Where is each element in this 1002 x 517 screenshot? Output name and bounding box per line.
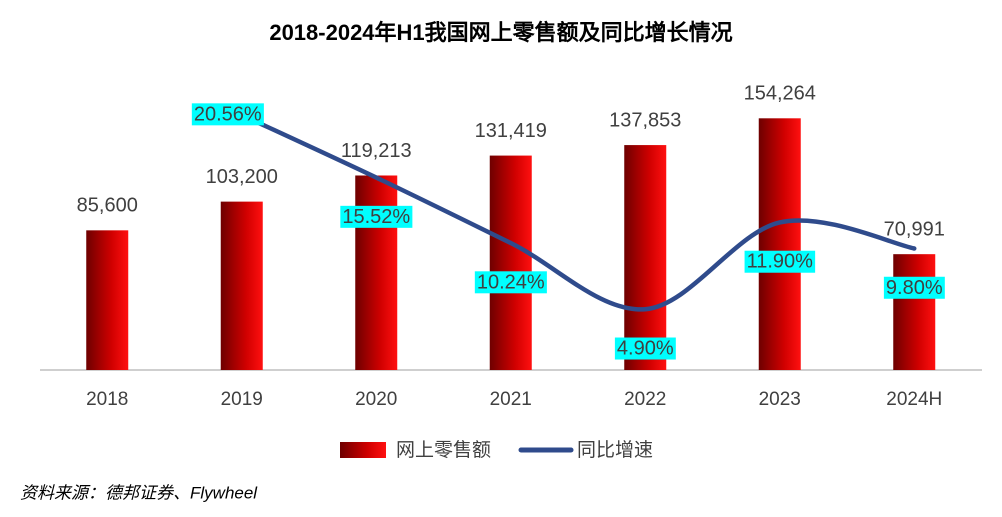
data-label-box: 4.90% [614, 337, 676, 360]
label-highlight [191, 103, 264, 126]
line [239, 112, 917, 312]
data-label-box: 15.52% [340, 205, 413, 228]
data-label-box: 10.24% [474, 271, 547, 294]
data-label-box: 20.56% [191, 103, 264, 126]
bar [355, 175, 398, 370]
data-label: 119,213 [341, 140, 412, 162]
chart-title: 2018-2024年H1我国网上零售额及同比增长情况 [269, 20, 732, 45]
data-label: 9.80% [886, 277, 943, 299]
bar [893, 254, 936, 370]
x-tick-label: 2021 [490, 389, 532, 410]
x-tick-label: 2018 [86, 389, 128, 410]
data-label: 137,853 [609, 109, 681, 131]
bar [220, 201, 263, 370]
label-highlight [614, 337, 676, 360]
label-highlight [474, 271, 547, 294]
data-label: 70,991 [884, 218, 945, 240]
data-label: 4.90% [617, 338, 674, 360]
bar [489, 155, 532, 370]
data-label: 154,264 [744, 83, 816, 105]
data-label-box: 11.90% [744, 250, 816, 273]
source: 资料来源：德邦证券、Flywheel [20, 483, 258, 502]
label-highlight [883, 276, 945, 299]
data-label: 10.24% [477, 271, 545, 293]
x-tick-label: 2024H [886, 389, 942, 410]
legend-swatch [340, 442, 386, 458]
label-highlight [340, 205, 413, 228]
bar [624, 145, 667, 370]
x-tick-label: 2022 [624, 389, 666, 410]
data-label: 103,200 [206, 166, 278, 188]
legend-label: 同比增速 [577, 439, 653, 461]
data-label: 15.52% [342, 206, 410, 228]
data-label: 85,600 [77, 195, 138, 217]
data-label: 11.90% [747, 251, 814, 273]
label-highlight [744, 250, 816, 273]
x-tick-label: 2020 [355, 389, 397, 410]
legend-label: 网上零售额 [396, 439, 491, 461]
bar [758, 118, 801, 370]
x-tick-label: 2023 [759, 389, 801, 410]
data-label-box: 9.80% [883, 276, 945, 299]
x-tick-label: 2019 [221, 389, 263, 410]
bar [86, 230, 129, 370]
data-label: 20.56% [194, 103, 262, 125]
data-label: 131,419 [475, 120, 547, 142]
